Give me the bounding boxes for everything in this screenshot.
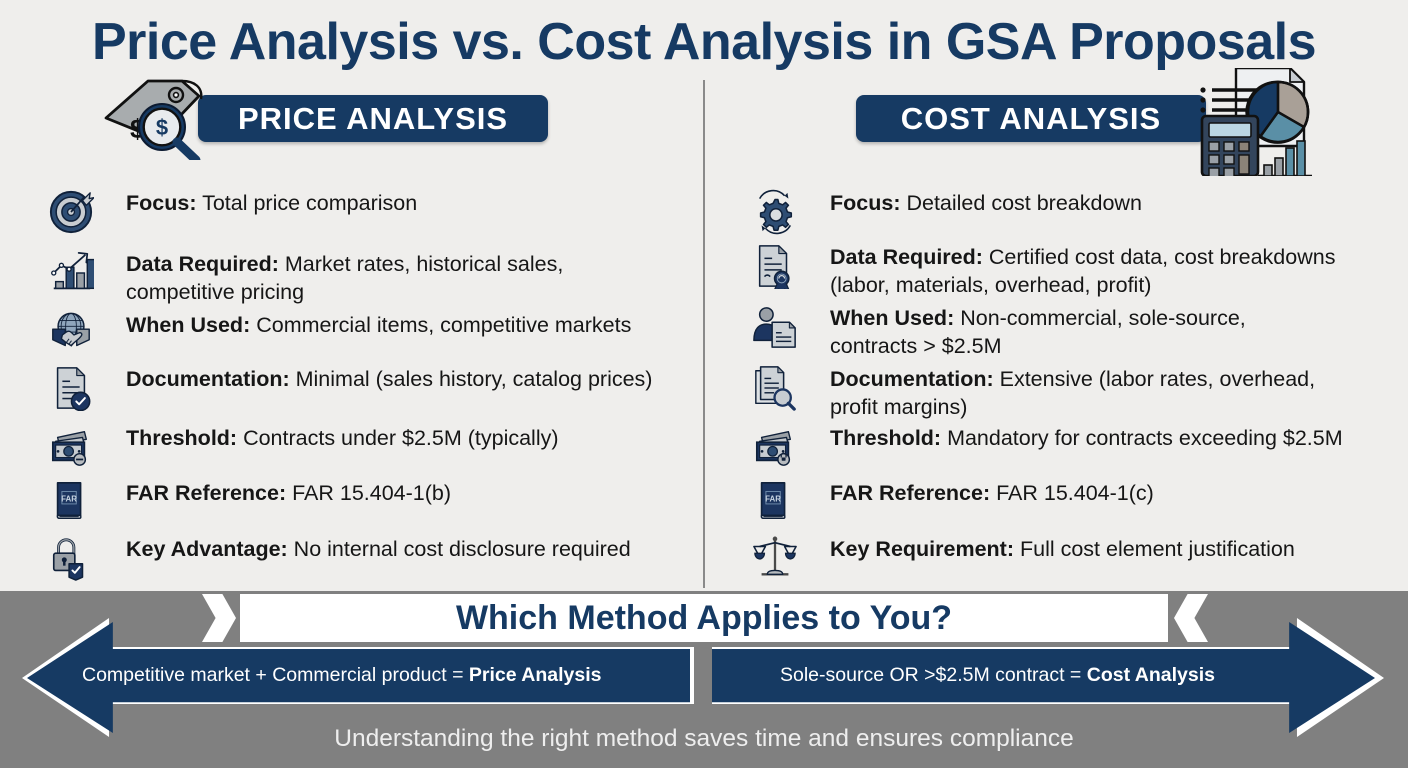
- svg-text:FAR: FAR: [61, 495, 77, 504]
- svg-text:FAR: FAR: [765, 495, 781, 504]
- svg-text:$: $: [156, 115, 168, 140]
